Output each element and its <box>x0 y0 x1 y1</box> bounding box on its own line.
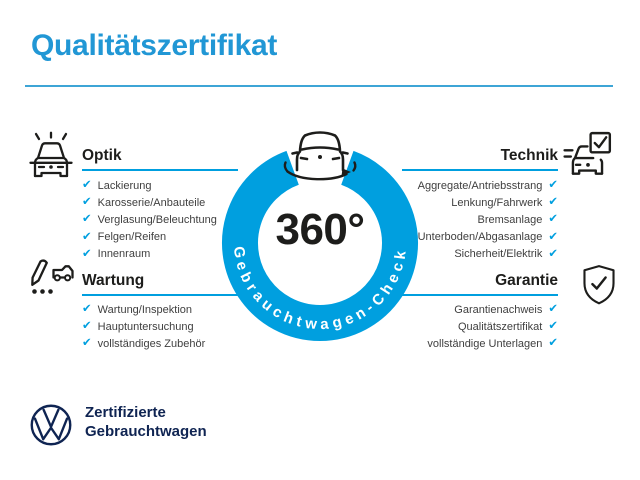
check-icon: ✔ <box>548 337 558 350</box>
checklist-wartung: ✔ Wartung/Inspektion ✔ Hauptuntersuchung ✔… <box>82 301 258 353</box>
brand-text: Zertifizierte Gebrauchtwagen <box>85 404 207 441</box>
checklist-item: ✔ vollständiges Zubehör <box>82 335 258 352</box>
car-front-shine-icon <box>29 131 73 178</box>
checklist-optik: ✔ Lackierung ✔ Karosserie/Anbauteile ✔ Verg… <box>82 177 258 263</box>
item-label: Innenraum <box>97 248 151 261</box>
check-icon: ✔ <box>82 320 92 333</box>
check-icon: ✔ <box>548 213 558 226</box>
checklist-item: vollständige Unterlagen ✔ <box>382 335 558 352</box>
brand-line-1: Zertifizierte <box>85 404 166 421</box>
check-icon: ✔ <box>548 320 558 333</box>
item-label: Qualitätszertifikat <box>457 320 543 333</box>
section-wartung: Wartung <box>82 272 238 296</box>
item-label: Lackierung <box>97 179 152 192</box>
section-garantie-underline <box>402 294 558 296</box>
checklist-item: ✔ Lackierung <box>82 177 258 194</box>
checklist-item: ✔ Wartung/Inspektion <box>82 301 258 318</box>
checklist-item: Unterboden/Abgasanlage ✔ <box>382 229 558 246</box>
item-label: Verglasung/Beleuchtung <box>97 213 217 226</box>
section-optik-underline <box>82 169 238 171</box>
checklist-item: ✔ Felgen/Reifen <box>82 229 258 246</box>
brand-line-2: Gebrauchtwagen <box>85 422 207 440</box>
checklist-item: ✔ Verglasung/Beleuchtung <box>82 211 258 228</box>
check-icon: ✔ <box>82 247 92 260</box>
item-label: vollständige Unterlagen <box>427 337 543 350</box>
checklist-item: Aggregate/Antriebsstrang ✔ <box>382 177 558 194</box>
section-optik: Optik <box>82 147 238 171</box>
service-checklist-icon <box>31 259 74 294</box>
checklist-item: ✔ Innenraum <box>82 246 258 263</box>
vw-logo <box>30 404 72 446</box>
section-garantie-title: Garantie <box>495 272 558 289</box>
item-label: vollständiges Zubehör <box>97 337 206 350</box>
item-label: Bremsanlage <box>477 213 543 226</box>
page-title: Qualitätszertifikat <box>31 29 278 62</box>
checklist-item: Sicherheit/Elektrik ✔ <box>382 246 558 263</box>
check-icon: ✔ <box>82 230 92 243</box>
header-divider <box>25 85 613 87</box>
section-wartung-title: Wartung <box>82 272 145 289</box>
check-icon: ✔ <box>82 213 92 226</box>
shield-check-icon <box>583 265 615 305</box>
section-technik-underline <box>402 169 558 171</box>
section-technik: Technik <box>402 147 558 171</box>
item-label: Garantienachweis <box>454 303 543 316</box>
checklist-garantie: Garantienachweis ✔ Qualitätszertifikat ✔ v… <box>382 301 558 353</box>
item-label: Lenkung/Fahrwerk <box>451 196 543 209</box>
item-label: Sicherheit/Elektrik <box>454 248 543 261</box>
checklist-item: ✔ Hauptuntersuchung <box>82 318 258 335</box>
item-label: Unterboden/Abgasanlage <box>417 231 543 244</box>
360-check-ring: Gebrauchtwagen-Check <box>222 150 418 341</box>
car-checkbox-icon <box>563 131 612 175</box>
checklist-item: Garantienachweis ✔ <box>382 301 558 318</box>
check-icon: ✔ <box>548 179 558 192</box>
car-rotation-icon <box>283 131 357 181</box>
check-icon: ✔ <box>548 247 558 260</box>
section-technik-title: Technik <box>500 147 558 164</box>
item-label: Karosserie/Anbauteile <box>97 196 206 209</box>
check-icon: ✔ <box>82 179 92 192</box>
degree-label: 360° <box>275 205 365 254</box>
item-label: Felgen/Reifen <box>97 231 167 244</box>
checklist-technik: Aggregate/Antriebsstrang ✔ Lenkung/Fahrwe… <box>382 177 558 263</box>
check-icon: ✔ <box>82 303 92 316</box>
item-label: Hauptuntersuchung <box>97 320 194 333</box>
section-garantie: Garantie <box>402 272 558 296</box>
checklist-item: ✔ Karosserie/Anbauteile <box>82 194 258 211</box>
check-icon: ✔ <box>548 196 558 209</box>
checklist-item: Lenkung/Fahrwerk ✔ <box>382 194 558 211</box>
item-label: Wartung/Inspektion <box>97 303 193 316</box>
item-label: Aggregate/Antriebsstrang <box>417 179 543 192</box>
check-icon: ✔ <box>82 196 92 209</box>
checklist-item: Bremsanlage ✔ <box>382 211 558 228</box>
check-icon: ✔ <box>548 303 558 316</box>
check-icon: ✔ <box>548 230 558 243</box>
checklist-item: Qualitätszertifikat ✔ <box>382 318 558 335</box>
section-optik-title: Optik <box>82 147 122 164</box>
check-icon: ✔ <box>82 337 92 350</box>
section-wartung-underline <box>82 294 238 296</box>
